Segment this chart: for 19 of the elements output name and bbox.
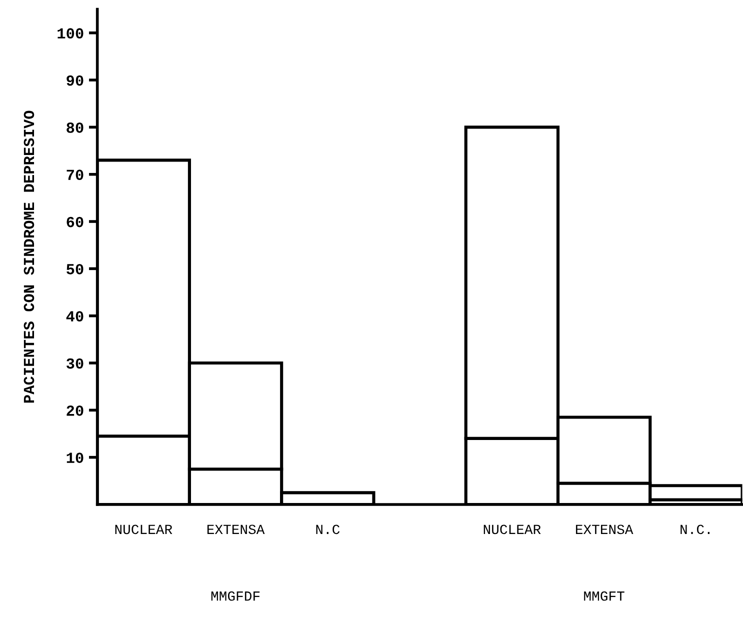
y-tick-label: 50 xyxy=(66,264,84,274)
y-tick-label: 80 xyxy=(66,122,84,133)
x-tick-label: NUCLEAR xyxy=(484,524,541,534)
x-tick-label: EXTENSA xyxy=(576,524,634,534)
x-tick-label: N.C xyxy=(316,524,340,534)
y-tick-label: 90 xyxy=(66,75,84,86)
y-tick-label: 70 xyxy=(66,170,84,180)
x-tick-label: NUCLEAR xyxy=(115,524,172,534)
x-tick-label: EXTENSA xyxy=(207,524,265,534)
text: MMGFDF xyxy=(211,591,260,601)
y-tick-label: 10 xyxy=(66,452,84,464)
y-tick-label: 30 xyxy=(66,358,84,369)
y-tick-label: 60 xyxy=(66,216,84,228)
y-tick-label: 20 xyxy=(66,405,84,416)
x-tick-label: N.C. xyxy=(680,524,710,534)
y-tick-label: 40 xyxy=(66,311,84,322)
y-axis-title: PACIENTES CON SINDROME DEPRESIVO xyxy=(24,110,34,403)
y-tick-label: 100 xyxy=(58,28,84,39)
text: MMGFT xyxy=(584,591,624,601)
